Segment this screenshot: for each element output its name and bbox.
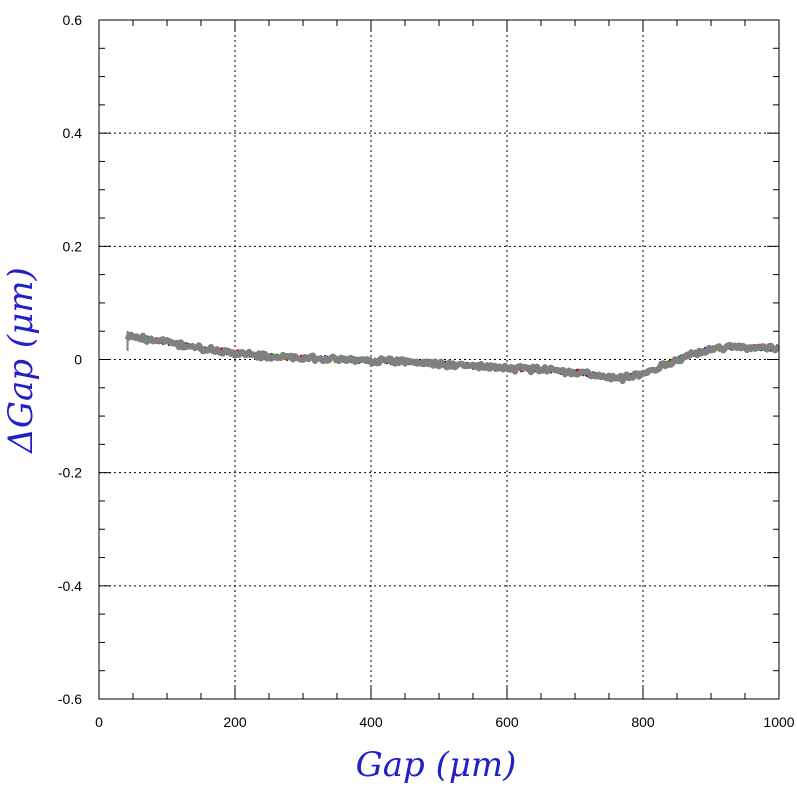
y-axis-title: ΔGap (μm) [1, 267, 41, 454]
series-layer [124, 330, 780, 384]
y-tick-label: 0.2 [63, 238, 83, 254]
y-tick-label: 0.4 [63, 125, 83, 141]
tick-labels: 0 200 400 600 800 1000 0.6 0.4 0.2 0 -0.2 -0.4 -0.6 [58, 12, 795, 730]
x-tick-label: 200 [223, 714, 247, 730]
y-tick-label: -0.4 [58, 578, 82, 594]
y-tick-label: -0.6 [58, 691, 82, 707]
series-line [124, 331, 780, 384]
plot-frame [98, 19, 780, 700]
x-tick-label: 800 [631, 714, 655, 730]
x-axis-title: Gap (μm) [356, 745, 517, 785]
y-tick-label: 0.6 [63, 12, 83, 28]
x-tick-label: 600 [495, 714, 519, 730]
x-tick-label: 0 [95, 714, 103, 730]
grid-lines [99, 20, 779, 699]
x-tick-label: 1000 [763, 714, 794, 730]
y-tick-label: -0.2 [58, 465, 82, 481]
y-tick-label: 0 [74, 352, 82, 368]
x-tick-label: 400 [359, 714, 383, 730]
